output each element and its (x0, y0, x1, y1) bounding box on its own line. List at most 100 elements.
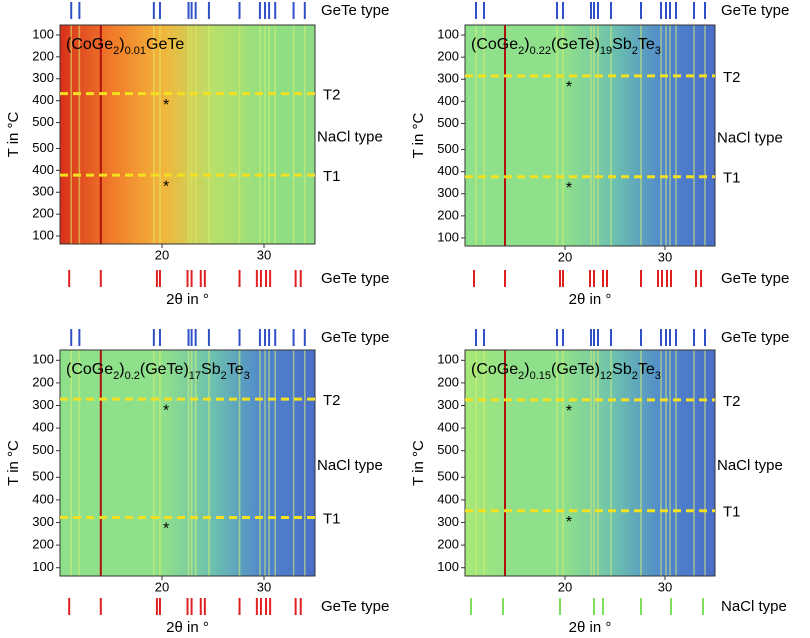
phase-label: NaCl type (317, 457, 383, 474)
y-tick-label: 500 (437, 141, 459, 156)
y-tick-label: 500 (32, 140, 54, 155)
title-part: (CoGe (66, 36, 113, 53)
title-subscript: 3 (655, 45, 661, 57)
x-tick-label: 20 (155, 579, 169, 594)
title-subscript: 3 (655, 370, 661, 382)
title-subscript: 2 (632, 45, 638, 57)
title-part: GeTe (146, 36, 184, 53)
transition-label: T1 (323, 168, 341, 185)
y-tick-label: 100 (32, 26, 54, 41)
y-tick-label: 300 (437, 185, 459, 200)
title-part: (GeTe) (551, 361, 600, 378)
asterisk: * (566, 403, 572, 420)
panel-title: (CoGe2)0.2(GeTe)17Sb2Te3 (66, 361, 250, 382)
title-part: Sb (612, 361, 632, 378)
transition-label: T2 (323, 392, 341, 409)
title-part: ) (524, 361, 529, 378)
reference-label: GeTe type (721, 2, 789, 19)
plot-frame (464, 349, 716, 577)
plot-frame (59, 349, 316, 577)
asterisk: * (566, 180, 572, 197)
y-tick-label: 200 (437, 207, 459, 222)
title-subscript: 2 (518, 45, 524, 57)
asterisk: * (566, 514, 572, 531)
y-tick-label: 300 (437, 71, 459, 86)
y-tick-label: 200 (32, 374, 54, 389)
asterisk: * (566, 79, 572, 96)
x-axis-label: 2θ in ° (166, 619, 209, 636)
y-tick-label: 200 (32, 48, 54, 63)
y-tick-label: 100 (437, 26, 459, 41)
x-axis-label: 2θ in ° (166, 291, 209, 308)
plot-frame (59, 24, 316, 245)
title-part: (CoGe (66, 361, 113, 378)
title-part: ) (119, 361, 124, 378)
transition-label: T2 (723, 69, 741, 86)
x-tick-label: 30 (658, 579, 672, 594)
y-tick-label: 300 (437, 397, 459, 412)
title-part: (GeTe) (551, 36, 600, 53)
y-tick-label: 300 (32, 514, 54, 529)
title-subscript: 2 (632, 370, 638, 382)
title-part: Sb (612, 36, 632, 53)
title-part: Te (638, 361, 655, 378)
title-part: Te (638, 36, 655, 53)
title-part: Te (227, 361, 244, 378)
x-axis-label: 2θ in ° (569, 291, 612, 308)
phase-label: NaCl type (717, 129, 783, 146)
y-tick-label: 100 (32, 227, 54, 242)
transition-label: T1 (723, 170, 741, 187)
y-tick-label: 500 (437, 469, 459, 484)
y-tick-label: 400 (437, 491, 459, 506)
title-subscript: 17 (189, 370, 201, 382)
y-tick-label: 100 (437, 229, 459, 244)
x-tick-label: 30 (257, 579, 271, 594)
title-subscript: 0.15 (530, 370, 551, 382)
asterisk: * (163, 178, 169, 195)
y-tick-label: 100 (32, 352, 54, 367)
x-tick-label: 20 (155, 247, 169, 262)
heatmap-background (60, 350, 315, 576)
asterisk: * (163, 97, 169, 114)
reference-label: GeTe type (321, 598, 389, 615)
y-tick-label: 300 (32, 397, 54, 412)
heatmap-background (465, 25, 715, 246)
y-axis-label: T in °C (5, 440, 22, 486)
y-tick-label: 400 (32, 491, 54, 506)
title-subscript: 12 (600, 370, 612, 382)
transition-label: T1 (323, 510, 341, 527)
reference-label: GeTe type (721, 270, 789, 287)
title-part: ) (524, 36, 529, 53)
title-part: (CoGe (471, 36, 518, 53)
y-tick-label: 300 (437, 514, 459, 529)
y-axis-label: T in °C (410, 440, 427, 486)
y-tick-label: 500 (437, 115, 459, 130)
title-part: Sb (201, 361, 221, 378)
x-axis-label: 2θ in ° (569, 619, 612, 636)
panel-title: (CoGe2)0.15(GeTe)12Sb2Te3 (471, 361, 661, 382)
title-subscript: 19 (600, 45, 612, 57)
heatmap-background (465, 350, 715, 576)
title-subscript: 2 (221, 370, 227, 382)
reference-label: NaCl type (721, 598, 787, 615)
x-tick-label: 20 (558, 579, 572, 594)
y-tick-label: 400 (32, 420, 54, 435)
y-tick-label: 400 (32, 162, 54, 177)
y-tick-label: 100 (437, 559, 459, 574)
y-tick-label: 300 (32, 184, 54, 199)
y-tick-label: 500 (32, 114, 54, 129)
y-tick-label: 400 (437, 420, 459, 435)
asterisk: * (163, 521, 169, 538)
x-tick-label: 20 (558, 249, 572, 264)
y-tick-label: 400 (437, 93, 459, 108)
title-subscript: 3 (244, 370, 250, 382)
title-part: ) (119, 36, 124, 53)
reference-label: GeTe type (321, 329, 389, 346)
y-tick-label: 500 (32, 442, 54, 457)
phase-label: NaCl type (317, 128, 383, 145)
transition-label: T2 (723, 393, 741, 410)
transition-label: T1 (723, 504, 741, 521)
panel-title: (CoGe2)0.22(GeTe)19Sb2Te3 (471, 36, 661, 57)
